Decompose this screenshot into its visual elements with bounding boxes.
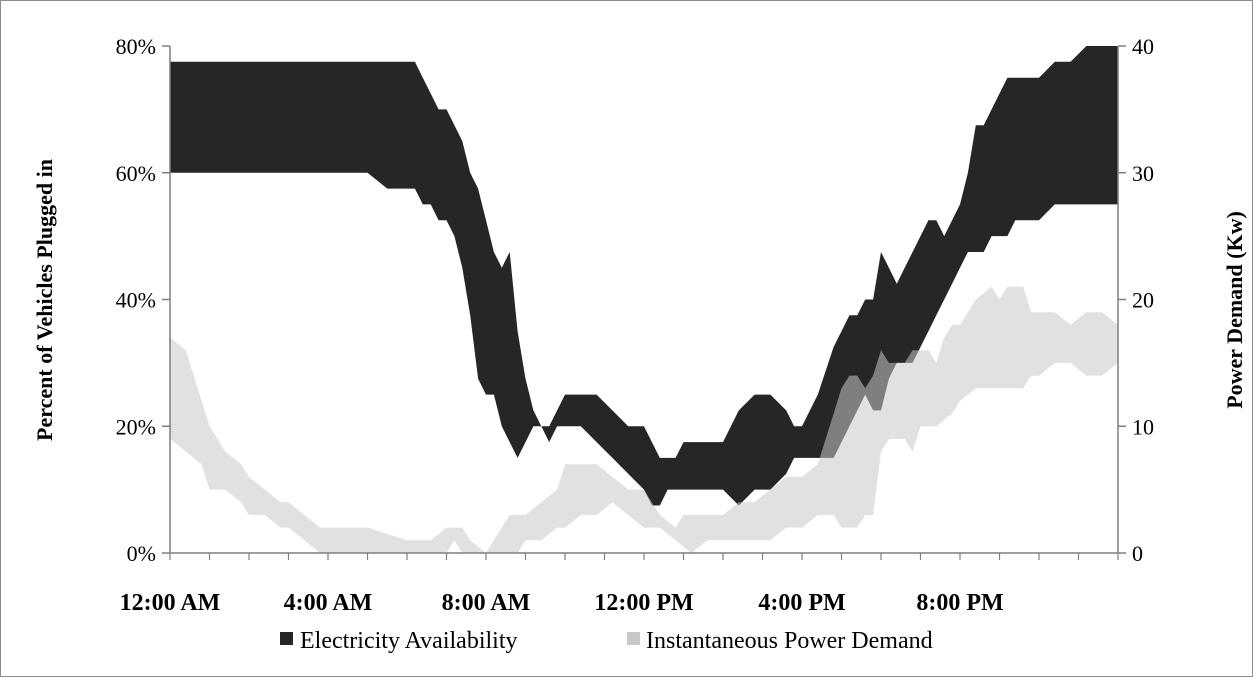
x-axis-ticks: 12:00 AM 4:00 AM 8:00 AM 12:00 PM 4:00 PM 8:0… [120, 553, 1119, 616]
x-tick-label: 8:00 AM [442, 590, 531, 616]
right-tick-label: 20 [1132, 288, 1154, 313]
left-axis-ticks: 0% 20% 40% 60% 80% [116, 34, 170, 566]
x-tick-label: 4:00 AM [284, 590, 373, 616]
right-tick-label: 40 [1132, 34, 1154, 59]
left-tick-label: 20% [116, 414, 156, 439]
legend-label-electricity-availability: Electricity Availability [300, 628, 518, 654]
right-axis-title: Power Demand (Kw) [1222, 211, 1247, 409]
area-instantaneous-power-demand [170, 286, 1118, 553]
plot-areas [170, 46, 1118, 553]
left-axis-title: Percent of Vehicles Plugged in [32, 159, 57, 441]
left-tick-label: 40% [116, 288, 156, 313]
x-tick-label: 4:00 PM [758, 590, 845, 616]
legend: Electricity Availability Instantaneous P… [280, 628, 933, 654]
x-tick-label: 12:00 AM [120, 590, 221, 616]
area-electricity-availability [170, 46, 1118, 506]
left-tick-label: 60% [116, 161, 156, 186]
right-tick-label: 30 [1132, 161, 1154, 186]
x-tick-label: 12:00 PM [594, 590, 693, 616]
left-tick-label: 80% [116, 34, 156, 59]
right-tick-label: 0 [1132, 541, 1143, 566]
legend-swatch-electricity-availability [280, 632, 293, 645]
right-axis-ticks: 0 10 20 30 40 [1118, 34, 1154, 566]
legend-swatch-instantaneous-power-demand [627, 632, 640, 645]
legend-label-instantaneous-power-demand: Instantaneous Power Demand [646, 628, 933, 654]
right-tick-label: 10 [1132, 414, 1154, 439]
left-tick-label: 0% [127, 541, 156, 566]
x-tick-label: 8:00 PM [916, 590, 1003, 616]
